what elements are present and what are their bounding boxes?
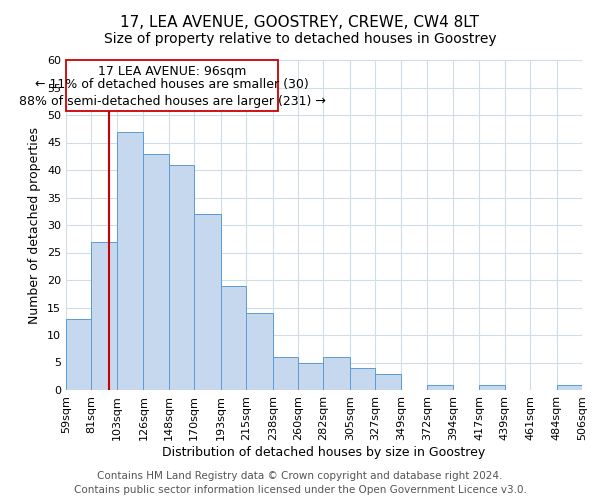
Bar <box>479 384 505 390</box>
Bar <box>298 362 323 390</box>
Bar <box>117 132 143 390</box>
Bar <box>221 286 246 390</box>
Bar <box>194 214 221 390</box>
Bar <box>557 384 582 390</box>
Text: ← 11% of detached houses are smaller (30): ← 11% of detached houses are smaller (30… <box>35 78 309 91</box>
Text: Size of property relative to detached houses in Goostrey: Size of property relative to detached ho… <box>104 32 496 46</box>
Bar <box>66 318 91 390</box>
Bar <box>376 374 401 390</box>
Bar <box>323 357 350 390</box>
Text: Contains HM Land Registry data © Crown copyright and database right 2024.
Contai: Contains HM Land Registry data © Crown c… <box>74 471 526 495</box>
X-axis label: Distribution of detached houses by size in Goostrey: Distribution of detached houses by size … <box>163 446 485 458</box>
Text: 17, LEA AVENUE, GOOSTREY, CREWE, CW4 8LT: 17, LEA AVENUE, GOOSTREY, CREWE, CW4 8LT <box>121 15 479 30</box>
Bar <box>350 368 376 390</box>
Bar <box>91 242 117 390</box>
Bar <box>427 384 453 390</box>
Bar <box>246 313 272 390</box>
Bar <box>143 154 169 390</box>
Y-axis label: Number of detached properties: Number of detached properties <box>28 126 41 324</box>
Text: 88% of semi-detached houses are larger (231) →: 88% of semi-detached houses are larger (… <box>19 95 326 108</box>
Text: 17 LEA AVENUE: 96sqm: 17 LEA AVENUE: 96sqm <box>98 64 247 78</box>
Bar <box>272 357 298 390</box>
Bar <box>169 164 194 390</box>
Bar <box>66 60 278 110</box>
